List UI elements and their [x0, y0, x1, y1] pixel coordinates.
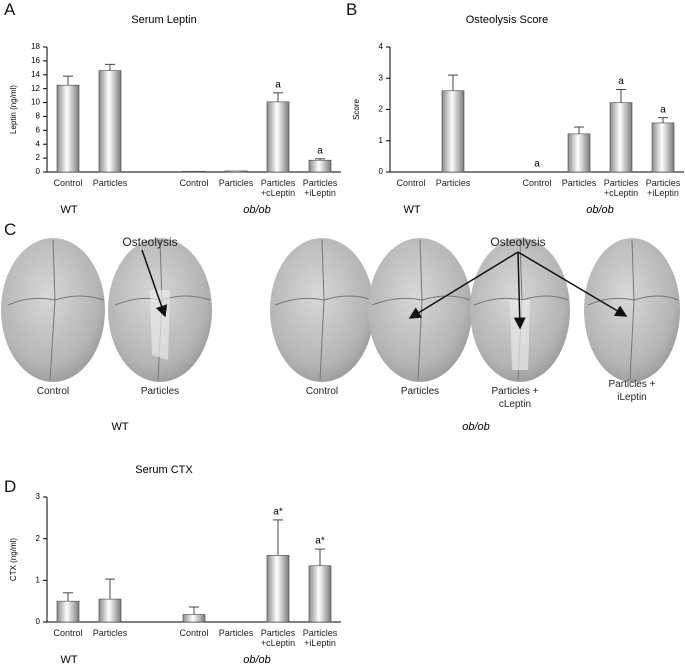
- bar: [182, 614, 206, 623]
- annotation: a*: [273, 507, 283, 518]
- bar: [266, 101, 290, 173]
- x-tick-label: Particles +iLeptin: [302, 178, 338, 198]
- bar: [56, 600, 80, 623]
- bar: [224, 170, 248, 173]
- annotation: a: [618, 76, 624, 87]
- bar: [182, 171, 206, 173]
- annotation: a: [275, 79, 281, 90]
- arrow: [408, 251, 519, 319]
- panel-label: C: [4, 220, 17, 239]
- arrow: [141, 249, 168, 318]
- x-tick-label: Particles +cLeptin: [260, 178, 296, 198]
- y-tick-label: 2: [379, 105, 384, 114]
- y-tick-label: 14: [31, 70, 40, 79]
- x-tick-label: Particles: [218, 178, 254, 188]
- image-label: Particles: [140, 386, 180, 397]
- y-axis-label: Leptin (ng/ml): [9, 85, 18, 134]
- panel-label: B: [346, 0, 358, 19]
- bar: [266, 555, 290, 623]
- chart-title: Serum CTX: [135, 464, 193, 476]
- x-tick-label: Particles: [435, 178, 471, 188]
- bar: [308, 565, 332, 623]
- annotation: a: [660, 104, 666, 115]
- arrows: [141, 249, 628, 330]
- y-tick-label: 1: [379, 136, 384, 145]
- y-tick-label: 2: [36, 153, 41, 162]
- panel-label: D: [4, 477, 17, 496]
- arrow: [513, 251, 526, 330]
- x-tick-label: Particles +iLeptin: [645, 178, 681, 198]
- chart-title: Serum Leptin: [131, 14, 196, 26]
- group-label: ob/ob: [243, 654, 271, 666]
- y-axis-label: CTX (ng/ml): [9, 538, 18, 581]
- image-label: Control: [305, 386, 339, 397]
- x-tick-label: Control: [53, 178, 83, 188]
- y-tick-label: 1: [36, 575, 41, 584]
- bar: [98, 70, 122, 173]
- annotation: Osteolysis: [490, 235, 546, 249]
- x-tick-label: Particles +iLeptin: [302, 628, 338, 648]
- bar: [567, 133, 591, 173]
- image-label: Control: [36, 386, 70, 397]
- x-tick-label: Control: [396, 178, 426, 188]
- annotation: a: [534, 159, 540, 170]
- skull: [584, 238, 680, 382]
- group-label: WT: [60, 204, 78, 216]
- group-label: WT: [60, 654, 78, 666]
- bar: [651, 122, 675, 173]
- annotation: a*: [315, 536, 325, 547]
- group-label: WT: [403, 204, 421, 216]
- group-label: WT: [111, 421, 129, 433]
- annotation: Osteolysis: [122, 235, 178, 249]
- image-label: Particles + cLeptin: [491, 386, 539, 410]
- group-label: ob/ob: [586, 204, 614, 216]
- arrow: [517, 251, 628, 317]
- y-tick-label: 2: [36, 534, 41, 543]
- x-tick-label: Particles: [92, 628, 128, 638]
- y-tick-label: 4: [379, 42, 384, 51]
- y-axis-label: Score: [352, 99, 361, 120]
- annotation: a: [317, 145, 323, 156]
- y-tick-label: 12: [31, 84, 40, 93]
- x-tick-label: Control: [179, 628, 209, 638]
- image-label: Particles + iLeptin: [608, 379, 656, 403]
- y-tick-label: 0: [379, 167, 384, 176]
- y-tick-label: 0: [36, 167, 41, 176]
- y-tick-label: 8: [36, 112, 41, 121]
- x-tick-label: Control: [179, 178, 209, 188]
- bar: [308, 159, 332, 173]
- y-tick-label: 4: [36, 139, 41, 148]
- y-tick-label: 18: [31, 42, 40, 51]
- bar: [56, 84, 80, 173]
- x-tick-label: Control: [522, 178, 552, 188]
- group-label: ob/ob: [462, 421, 490, 433]
- skull-images: [1, 238, 680, 382]
- bar: [441, 90, 465, 173]
- x-tick-label: Control: [53, 628, 83, 638]
- x-tick-label: Particles: [561, 178, 597, 188]
- skull: [108, 238, 212, 382]
- skull: [368, 238, 472, 382]
- y-tick-label: 0: [36, 617, 41, 626]
- y-tick-label: 10: [31, 98, 40, 107]
- x-tick-label: Particles +cLeptin: [603, 178, 639, 198]
- y-tick-label: 3: [379, 73, 384, 82]
- bar: [98, 598, 122, 623]
- panel-label: A: [4, 0, 16, 19]
- y-tick-label: 6: [36, 125, 41, 134]
- x-tick-label: Particles +cLeptin: [260, 628, 296, 648]
- x-tick-label: Particles: [92, 178, 128, 188]
- y-tick-label: 16: [31, 56, 40, 65]
- image-label: Particles: [400, 386, 440, 397]
- x-tick-label: Particles: [218, 628, 254, 638]
- y-tick-label: 3: [36, 492, 41, 501]
- group-label: ob/ob: [243, 204, 271, 216]
- skull: [1, 238, 105, 382]
- chart-title: Osteolysis Score: [466, 14, 549, 26]
- skull: [270, 238, 374, 382]
- bar: [609, 102, 633, 173]
